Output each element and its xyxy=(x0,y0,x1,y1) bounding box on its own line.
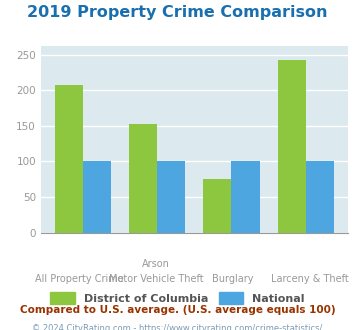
Legend: District of Columbia, National: District of Columbia, National xyxy=(46,288,309,308)
Text: © 2024 CityRating.com - https://www.cityrating.com/crime-statistics/: © 2024 CityRating.com - https://www.city… xyxy=(32,324,323,330)
Text: Arson: Arson xyxy=(142,259,170,269)
Bar xyxy=(157,161,185,233)
Text: Larceny & Theft: Larceny & Theft xyxy=(271,274,348,284)
Text: All Property Crime: All Property Crime xyxy=(35,274,124,284)
Text: 2019 Property Crime Comparison: 2019 Property Crime Comparison xyxy=(27,5,328,20)
Text: Motor Vehicle Theft: Motor Vehicle Theft xyxy=(109,274,203,284)
Text: Burglary: Burglary xyxy=(212,274,253,284)
Text: Compared to U.S. average. (U.S. average equals 100): Compared to U.S. average. (U.S. average … xyxy=(20,305,335,315)
Bar xyxy=(278,60,306,233)
Bar xyxy=(306,161,334,233)
Bar xyxy=(231,161,260,233)
Bar xyxy=(129,124,157,233)
Bar xyxy=(83,161,111,233)
Bar xyxy=(203,179,231,233)
Bar xyxy=(55,85,83,233)
